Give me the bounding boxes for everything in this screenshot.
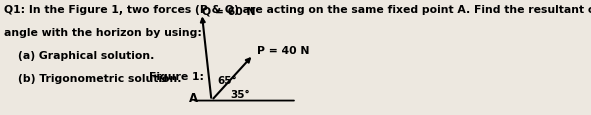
Text: Q = 60 N: Q = 60 N [202, 6, 255, 16]
Text: P = 40 N: P = 40 N [256, 46, 309, 56]
Text: (b) Trigonometric solution.: (b) Trigonometric solution. [18, 73, 182, 83]
Text: Q1: In the Figure 1, two forces (P & Q) are acting on the same fixed point A. Fi: Q1: In the Figure 1, two forces (P & Q) … [4, 5, 591, 15]
Text: 65°: 65° [217, 75, 236, 85]
Text: Figure 1:: Figure 1: [149, 71, 204, 81]
Text: (a) Graphical solution.: (a) Graphical solution. [18, 51, 155, 61]
Text: 35°: 35° [231, 89, 251, 99]
Text: angle with the horizon by using:: angle with the horizon by using: [4, 28, 202, 38]
Text: A: A [189, 91, 199, 104]
